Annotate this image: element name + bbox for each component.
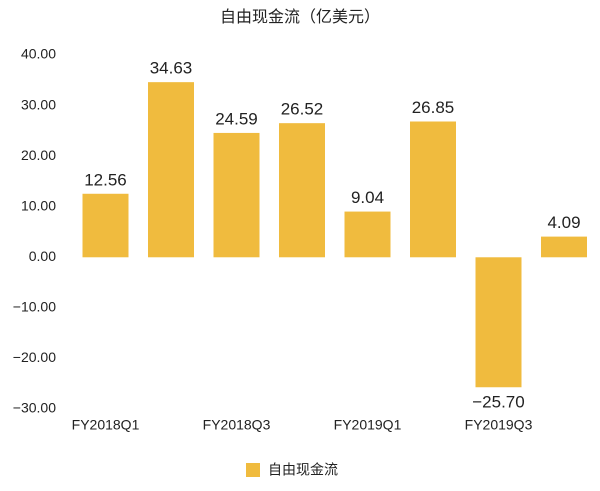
value-label: −25.70 (472, 393, 524, 412)
value-label: 34.63 (150, 59, 193, 78)
bar (82, 193, 129, 258)
bar (475, 257, 522, 388)
bar (344, 211, 391, 258)
y-tick-label: 10.00 (21, 197, 56, 213)
value-label: 24.59 (215, 109, 258, 128)
y-tick-label: −10.00 (13, 299, 56, 315)
x-tick-label: FY2019Q1 (334, 417, 402, 433)
bar (148, 82, 194, 258)
value-label: 26.85 (412, 98, 455, 117)
x-tick-label: FY2019Q3 (465, 417, 533, 433)
y-tick-label: −30.00 (13, 400, 56, 416)
bar (410, 121, 456, 258)
y-tick-label: −20.00 (13, 349, 56, 365)
value-label: 9.04 (351, 188, 384, 207)
value-label: 12.56 (84, 170, 127, 189)
y-tick-label: 40.00 (21, 46, 56, 62)
legend-label: 自由现金流 (268, 462, 338, 478)
legend-swatch (246, 463, 260, 477)
bar (279, 123, 325, 258)
y-tick-label: 0.00 (29, 248, 56, 264)
bar (213, 132, 260, 258)
chart-title: 自由现金流（亿美元） (220, 8, 380, 26)
x-tick-label: FY2018Q3 (203, 417, 271, 433)
value-label: 26.52 (281, 100, 324, 119)
bar (541, 236, 587, 258)
y-tick-label: 30.00 (21, 96, 56, 112)
x-tick-label: FY2018Q1 (72, 417, 140, 433)
value-label: 4.09 (547, 213, 580, 232)
y-tick-label: 20.00 (21, 147, 56, 163)
